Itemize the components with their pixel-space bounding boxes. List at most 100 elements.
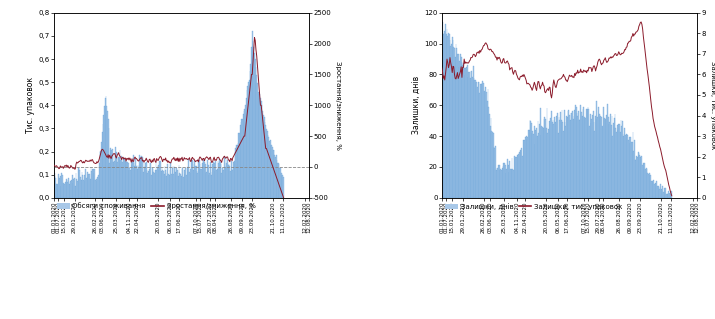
Bar — [516, 157, 517, 198]
Bar — [585, 117, 586, 198]
Bar — [663, 191, 664, 198]
Bar — [184, 174, 185, 198]
Bar — [282, 175, 283, 198]
Bar — [209, 173, 210, 198]
Bar — [90, 179, 91, 198]
Bar — [132, 162, 133, 198]
Bar — [182, 167, 183, 198]
Bar — [250, 64, 251, 198]
Bar — [208, 165, 209, 198]
Bar — [475, 82, 476, 198]
Bar — [227, 160, 228, 198]
Bar — [662, 186, 663, 198]
Bar — [237, 143, 238, 198]
Bar — [625, 135, 626, 198]
Bar — [197, 173, 198, 198]
Bar — [280, 168, 281, 198]
Bar — [185, 168, 186, 198]
Bar — [447, 29, 448, 198]
Bar — [500, 169, 501, 198]
Bar — [101, 142, 102, 198]
Bar — [154, 170, 156, 198]
Bar — [243, 114, 244, 198]
Bar — [210, 162, 211, 198]
Bar — [535, 144, 536, 198]
Bar — [472, 77, 473, 198]
Bar — [642, 165, 643, 198]
Bar — [499, 165, 500, 198]
Bar — [176, 168, 177, 198]
Bar — [563, 131, 564, 198]
Bar — [638, 153, 639, 198]
Bar — [194, 161, 195, 198]
Bar — [57, 184, 58, 198]
Bar — [128, 163, 129, 198]
Bar — [629, 143, 631, 198]
Bar — [455, 43, 456, 198]
Bar — [518, 154, 519, 198]
Bar — [616, 132, 617, 198]
Bar — [99, 152, 100, 198]
Bar — [126, 158, 127, 198]
Bar — [541, 126, 542, 198]
Bar — [566, 116, 567, 198]
Legend: Залишки, днів, Залишки, тис. упаковок: Залишки, днів, Залишки, тис. упаковок — [445, 203, 623, 210]
Bar — [85, 169, 86, 198]
Bar — [255, 67, 257, 198]
Bar — [530, 120, 531, 198]
Bar — [134, 163, 135, 198]
Bar — [200, 169, 201, 198]
Bar — [144, 167, 145, 198]
Bar — [115, 147, 116, 198]
Bar — [214, 170, 215, 198]
Bar — [218, 163, 219, 198]
Bar — [163, 171, 164, 198]
Bar — [649, 173, 650, 198]
Bar — [136, 166, 137, 198]
Bar — [247, 86, 248, 198]
Bar — [160, 161, 161, 198]
Bar — [95, 180, 96, 198]
Bar — [244, 111, 245, 198]
Bar — [199, 164, 200, 198]
Bar — [226, 158, 227, 198]
Bar — [511, 158, 513, 198]
Bar — [536, 129, 537, 198]
Bar — [572, 111, 573, 198]
Bar — [97, 177, 98, 198]
Bar — [574, 110, 575, 198]
Bar — [591, 120, 592, 198]
Bar — [137, 165, 139, 198]
Bar — [659, 189, 660, 198]
Bar — [602, 126, 603, 198]
Bar — [161, 171, 162, 198]
Bar — [485, 87, 486, 198]
Bar — [118, 157, 119, 198]
Bar — [596, 101, 597, 198]
Bar — [275, 157, 276, 198]
Bar — [91, 168, 92, 198]
Bar — [213, 162, 214, 198]
Bar — [150, 163, 151, 198]
Bar — [666, 194, 667, 198]
Bar — [81, 180, 82, 198]
Bar — [483, 83, 484, 198]
Bar — [605, 119, 606, 198]
Bar — [217, 161, 218, 198]
Bar — [637, 158, 638, 198]
Bar — [70, 181, 72, 198]
Bar — [601, 117, 602, 198]
Bar — [493, 147, 494, 198]
Bar — [658, 186, 659, 198]
Bar — [553, 124, 554, 198]
Bar — [583, 107, 584, 198]
Bar — [106, 96, 107, 198]
Bar — [192, 160, 193, 198]
Bar — [88, 177, 89, 198]
Bar — [252, 41, 253, 198]
Bar — [187, 168, 188, 198]
Bar — [110, 148, 111, 198]
Bar — [523, 139, 524, 198]
Bar — [117, 162, 118, 198]
Bar — [441, 23, 442, 198]
